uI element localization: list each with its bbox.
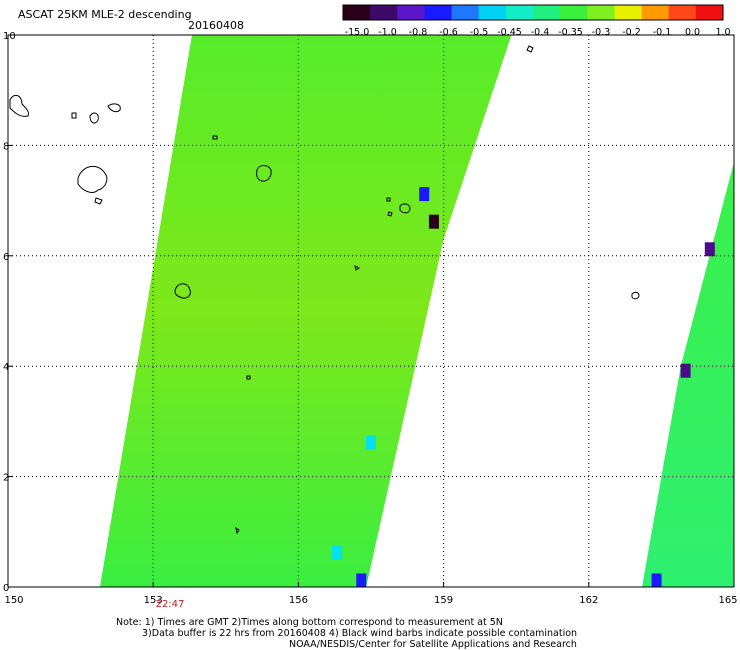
data-cell bbox=[366, 435, 376, 450]
colorbar-segment bbox=[343, 5, 371, 20]
x-tick-label: 165 bbox=[718, 595, 737, 606]
colorbar-label: -0.6 bbox=[439, 27, 458, 38]
plot-frame bbox=[7, 34, 735, 588]
island-outline bbox=[399, 203, 411, 214]
colorbar-segment bbox=[614, 5, 643, 20]
data-cell bbox=[428, 214, 439, 229]
x-tick-label: 150 bbox=[4, 595, 23, 606]
colorbar-segment bbox=[533, 5, 561, 20]
colorbar-segment bbox=[505, 5, 534, 20]
swath-west bbox=[99, 35, 512, 587]
axes: 150 153 156 159 162 165 0 2 4 6 8 10 22:47 bbox=[3, 31, 738, 610]
colorbar-label: -0.2 bbox=[622, 27, 641, 38]
note-line-1: Note: 1) Times are GMT 2)Times along bot… bbox=[116, 617, 503, 628]
colorbar-label: -0.1 bbox=[653, 27, 672, 38]
colorbar-segment bbox=[451, 5, 480, 20]
x-tick-label: 153 bbox=[144, 595, 163, 606]
island-outline bbox=[9, 94, 29, 117]
island-outline bbox=[526, 45, 534, 53]
y-tick-label: 10 bbox=[3, 31, 16, 42]
colorbar-label: -0.35 bbox=[558, 27, 583, 38]
colorbar-segment bbox=[587, 5, 615, 20]
data-cell bbox=[332, 545, 343, 560]
colorbar-label: -0.3 bbox=[592, 27, 611, 38]
colorbar-label: -0.5 bbox=[470, 27, 489, 38]
island-outline bbox=[235, 526, 240, 535]
note-line-2: 3)Data buffer is 22 hrs from 20160408 4)… bbox=[142, 628, 578, 639]
island-outline bbox=[94, 197, 103, 205]
data-swaths bbox=[99, 35, 734, 587]
colorbar-label: -0.4 bbox=[531, 27, 550, 38]
data-cell bbox=[419, 187, 430, 202]
time-label: 22:47 bbox=[156, 599, 185, 610]
colorbar-label: -15.0 bbox=[345, 27, 370, 38]
colorbar-segment bbox=[478, 5, 507, 20]
x-tick-label: 159 bbox=[434, 595, 453, 606]
island-outline bbox=[256, 165, 272, 182]
y-tick-label: 4 bbox=[3, 362, 9, 373]
colorbar-segment bbox=[370, 5, 398, 20]
island-outline bbox=[631, 291, 640, 300]
island-outline bbox=[107, 103, 121, 113]
chart-title: ASCAT 25KM MLE-2 descending bbox=[18, 8, 192, 21]
y-tick-label: 6 bbox=[3, 252, 9, 263]
data-cell bbox=[356, 573, 367, 587]
island-outline bbox=[89, 112, 99, 124]
y-tick-label: 8 bbox=[3, 141, 9, 152]
island-outline bbox=[212, 135, 218, 140]
data-cell bbox=[704, 242, 715, 257]
colorbar-segment bbox=[424, 5, 453, 20]
colorbar-label: 1.0 bbox=[715, 27, 730, 38]
island-outline bbox=[387, 211, 393, 217]
x-tick-label: 156 bbox=[289, 595, 308, 606]
y-tick-label: 0 bbox=[3, 583, 9, 594]
colorbar-segment bbox=[641, 5, 670, 20]
colorbar-segment bbox=[397, 5, 425, 20]
island-outline bbox=[246, 375, 251, 380]
island-outline bbox=[71, 112, 77, 119]
island-outline bbox=[77, 165, 108, 193]
x-tick-label: 162 bbox=[579, 595, 598, 606]
y-tick-label: 2 bbox=[3, 473, 9, 484]
colorbar-frame bbox=[342, 4, 724, 21]
island-outline bbox=[386, 197, 391, 202]
coastlines bbox=[9, 45, 640, 535]
island-outline bbox=[174, 283, 191, 299]
data-cell bbox=[680, 363, 691, 378]
colorbar-segment bbox=[695, 5, 724, 20]
colorbar: -15.0 -1.0 -0.8 -0.6 -0.5 -0.45 -0.4 -0.35 -0.3-… bbox=[342, 4, 731, 38]
note-line-3: NOAA/NESDIS/Center for Satellite Applica… bbox=[289, 639, 577, 650]
colorbar-segment bbox=[560, 5, 588, 20]
chart-date: 20160408 bbox=[188, 19, 244, 32]
colorbar-label: -0.45 bbox=[497, 27, 522, 38]
data-cell bbox=[651, 573, 662, 587]
colorbar-label: -0.8 bbox=[409, 27, 428, 38]
colorbar-segment bbox=[668, 5, 697, 20]
colorbar-label: 0.0 bbox=[685, 27, 700, 38]
island-outline bbox=[354, 265, 360, 271]
colorbar-label: -1.0 bbox=[378, 27, 397, 38]
